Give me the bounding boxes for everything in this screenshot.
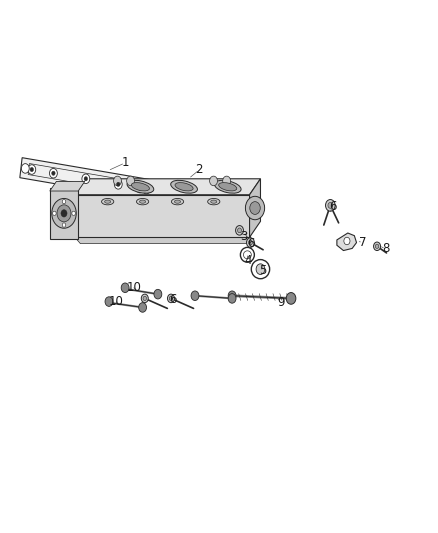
Ellipse shape <box>140 200 146 203</box>
Circle shape <box>237 228 241 233</box>
Circle shape <box>82 174 90 183</box>
Ellipse shape <box>208 198 220 205</box>
Polygon shape <box>75 237 255 244</box>
Circle shape <box>113 176 121 185</box>
Circle shape <box>52 198 76 228</box>
Circle shape <box>136 183 144 193</box>
Circle shape <box>167 294 174 303</box>
Ellipse shape <box>240 247 254 262</box>
Ellipse shape <box>251 260 270 279</box>
Circle shape <box>191 291 199 301</box>
Text: 5: 5 <box>259 264 266 277</box>
Ellipse shape <box>102 198 114 205</box>
Polygon shape <box>50 181 85 191</box>
Circle shape <box>245 196 265 220</box>
Circle shape <box>228 294 236 303</box>
Circle shape <box>61 209 67 217</box>
Circle shape <box>256 264 265 274</box>
Circle shape <box>52 171 55 175</box>
Text: 1: 1 <box>121 156 129 169</box>
Circle shape <box>325 199 335 211</box>
Ellipse shape <box>219 183 237 191</box>
Circle shape <box>154 289 162 299</box>
Circle shape <box>223 176 230 185</box>
Circle shape <box>30 167 34 172</box>
Polygon shape <box>250 179 261 237</box>
Circle shape <box>49 168 57 178</box>
Ellipse shape <box>171 180 198 193</box>
Circle shape <box>21 164 29 173</box>
Text: 10: 10 <box>109 295 124 308</box>
Circle shape <box>328 203 333 208</box>
Polygon shape <box>75 179 261 195</box>
Circle shape <box>228 291 236 301</box>
Circle shape <box>127 176 134 185</box>
Circle shape <box>105 297 113 306</box>
Circle shape <box>248 240 252 245</box>
Text: 4: 4 <box>244 254 251 267</box>
Ellipse shape <box>244 251 251 259</box>
Ellipse shape <box>174 200 180 203</box>
Circle shape <box>53 211 56 215</box>
Ellipse shape <box>175 183 193 191</box>
Circle shape <box>62 199 66 204</box>
Ellipse shape <box>211 200 217 203</box>
Circle shape <box>344 237 350 245</box>
Text: 6: 6 <box>170 294 177 306</box>
Circle shape <box>28 165 36 174</box>
Circle shape <box>114 180 122 189</box>
Text: 3: 3 <box>240 230 247 243</box>
Circle shape <box>138 186 141 190</box>
Text: 10: 10 <box>127 281 141 294</box>
Text: 2: 2 <box>196 163 203 176</box>
Circle shape <box>169 296 173 301</box>
Circle shape <box>121 283 129 293</box>
Circle shape <box>375 244 379 248</box>
Circle shape <box>62 223 66 227</box>
Ellipse shape <box>137 198 149 205</box>
Polygon shape <box>337 233 357 251</box>
Circle shape <box>247 238 254 247</box>
Ellipse shape <box>171 198 184 205</box>
Circle shape <box>210 176 218 185</box>
Text: 7: 7 <box>359 236 367 249</box>
Polygon shape <box>20 158 152 200</box>
Circle shape <box>142 184 150 194</box>
Ellipse shape <box>131 183 149 191</box>
Ellipse shape <box>214 180 241 193</box>
Text: 8: 8 <box>382 243 389 255</box>
Text: 9: 9 <box>277 296 285 309</box>
Polygon shape <box>50 188 78 239</box>
Circle shape <box>143 296 147 301</box>
Circle shape <box>286 293 296 304</box>
Ellipse shape <box>127 180 154 193</box>
Polygon shape <box>75 195 250 237</box>
Circle shape <box>117 182 120 187</box>
Text: 6: 6 <box>247 237 254 250</box>
Circle shape <box>139 303 147 312</box>
Circle shape <box>374 242 381 251</box>
Circle shape <box>84 176 88 181</box>
Circle shape <box>250 201 260 214</box>
Circle shape <box>72 211 75 215</box>
Circle shape <box>57 205 71 222</box>
Circle shape <box>236 225 244 235</box>
Circle shape <box>141 294 148 303</box>
Ellipse shape <box>105 200 111 203</box>
Text: 6: 6 <box>329 200 336 213</box>
